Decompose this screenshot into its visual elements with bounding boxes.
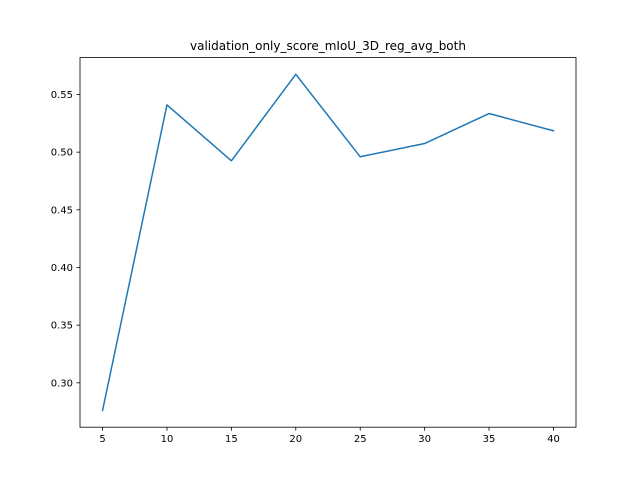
y-tick-label: 0.35 — [51, 321, 73, 332]
x-tick-label: 10 — [161, 434, 174, 445]
x-tick-label: 25 — [354, 434, 367, 445]
y-tick-label: 0.30 — [51, 378, 73, 389]
y-tick-label: 0.55 — [51, 90, 73, 101]
y-tick-label: 0.50 — [51, 148, 73, 159]
y-axis: 0.30 0.35 0.40 0.45 0.50 0.55 — [51, 90, 80, 389]
x-tick-label: 5 — [99, 434, 105, 445]
x-tick-label: 30 — [418, 434, 431, 445]
y-tick-label: 0.40 — [51, 263, 73, 274]
x-tick-label: 35 — [483, 434, 496, 445]
y-tick-label: 0.45 — [51, 205, 73, 216]
plot-area-frame — [79, 57, 577, 428]
x-tick-label: 15 — [225, 434, 238, 445]
x-axis: 5 10 15 20 25 30 35 40 — [99, 427, 560, 445]
series-line — [101, 73, 555, 412]
chart-title: validation_only_score_mIoU_3D_reg_avg_bo… — [190, 39, 466, 53]
x-tick-label: 20 — [289, 434, 302, 445]
series-layer — [101, 73, 555, 412]
x-tick-label: 40 — [547, 434, 560, 445]
